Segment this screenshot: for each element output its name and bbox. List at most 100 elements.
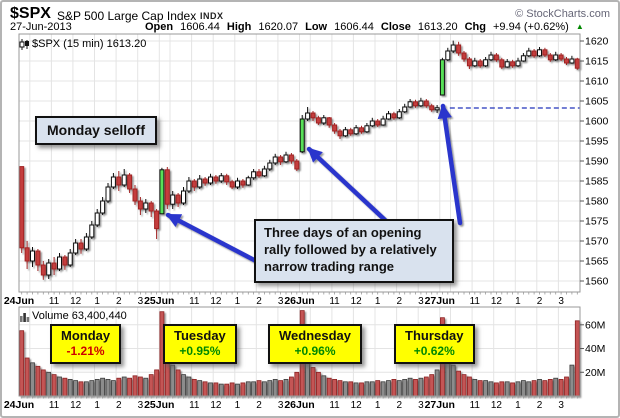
close-value: 1613.20	[417, 21, 458, 33]
volume-bar	[105, 378, 111, 397]
volume-bar	[359, 382, 364, 397]
candle-body	[510, 61, 516, 67]
volume-bar	[30, 362, 35, 397]
candle-body	[40, 264, 46, 276]
price-axis-label: 1600	[585, 116, 609, 128]
volume-bar	[510, 382, 516, 397]
day-name: Thursday	[405, 328, 464, 343]
annotation-arrow	[306, 146, 388, 223]
hour-axis-label: 3	[418, 400, 424, 411]
candle-body	[218, 175, 224, 182]
hour-axis-label: 11	[189, 400, 200, 411]
candle-body	[526, 50, 532, 57]
candle-body	[83, 236, 89, 250]
price-axis-label: 1575	[585, 216, 609, 228]
candle-body	[558, 54, 564, 60]
volume-bar	[547, 378, 553, 397]
volume-bar	[197, 380, 203, 397]
volume-bar	[375, 380, 381, 397]
volume-bar	[78, 381, 84, 397]
candle-body	[332, 124, 338, 132]
symbol-name: S&P 500 Large Cap Index	[57, 9, 197, 23]
candle-body	[348, 129, 354, 135]
hour-axis-label: 1	[94, 400, 100, 411]
annotation-arrow	[165, 212, 259, 264]
day-name: Monday	[61, 328, 111, 343]
volume-bar	[94, 378, 100, 397]
candle-body	[154, 210, 160, 230]
monday-performance-box: Monday -1.21%	[50, 324, 122, 365]
day-change: -1.21%	[66, 344, 105, 359]
hour-axis-label: 1	[375, 296, 381, 307]
price-axis-label: 1590	[585, 156, 609, 168]
candle-body	[472, 60, 478, 67]
candle-body	[456, 44, 462, 54]
volume-bar	[148, 374, 154, 397]
hour-axis-label: 11	[470, 296, 481, 307]
candle-body	[224, 175, 230, 183]
candle-body	[391, 113, 397, 119]
volume-bar	[477, 380, 483, 397]
volume-bar	[272, 378, 278, 397]
price-axis-label: 1565	[585, 256, 609, 268]
volume-bar	[283, 378, 289, 397]
volume-bar	[51, 374, 57, 397]
candle-body	[267, 162, 273, 170]
volume-plot-border	[18, 306, 581, 397]
date-axis-label: 27Jun	[425, 295, 455, 307]
hour-axis-label: 11	[470, 400, 481, 411]
candle-body	[504, 61, 510, 68]
tuesday-performance-box: Tuesday +0.95%	[163, 324, 237, 365]
volume-axis-label: 60M	[585, 319, 605, 331]
hour-axis-label: 3	[138, 400, 144, 411]
volume-bar	[84, 381, 89, 397]
candle-body	[105, 186, 111, 202]
quote-row: Open 1606.44 High 1620.07 Low 1606.44 Cl…	[145, 21, 584, 33]
candle-body	[170, 194, 176, 205]
volume-bar	[181, 374, 186, 397]
hour-axis-label: 2	[537, 296, 543, 307]
date-axis-label: 24Jun	[4, 399, 34, 411]
hour-axis-label: 11	[329, 296, 340, 307]
volume-bar	[57, 376, 62, 397]
candle-body	[294, 160, 300, 170]
candle-body	[386, 113, 391, 120]
candle-body	[24, 247, 30, 262]
volume-bar	[353, 382, 359, 397]
hour-axis-label: 3	[278, 296, 284, 307]
volume-bar	[121, 376, 127, 397]
price-axis-label: 1605	[585, 96, 609, 108]
volume-bar	[483, 380, 489, 397]
volume-bar	[326, 377, 332, 397]
volume-bar	[67, 378, 73, 397]
chg-label: Chg	[464, 21, 486, 33]
candle-body	[175, 194, 181, 204]
candle-body	[520, 55, 526, 62]
candle-body	[423, 100, 429, 107]
hour-axis-label: 11	[49, 296, 60, 307]
hour-axis-label: 2	[397, 400, 403, 411]
volume-axis-label: 40M	[585, 343, 605, 355]
volume-bar	[526, 381, 532, 397]
volume-axis-label: 20M	[585, 367, 605, 379]
volume-bar	[348, 381, 354, 397]
candle-body	[369, 120, 375, 127]
candle-body	[288, 154, 294, 162]
price-axis-label: 1595	[585, 136, 609, 148]
series-label: $SPX (15 min) 1613.20	[32, 38, 147, 50]
volume-label: Volume 63,400,440	[32, 310, 127, 322]
candle-body	[326, 117, 332, 126]
candle-body	[553, 54, 559, 61]
candle-body	[542, 49, 548, 56]
annotation-arrow	[437, 103, 463, 226]
volume-bar	[380, 381, 386, 397]
high-value: 1620.07	[258, 21, 299, 33]
hour-axis-label: 2	[256, 296, 262, 307]
volume-bar	[100, 377, 105, 397]
candle-body	[30, 250, 35, 262]
volume-bar	[240, 382, 246, 397]
hour-axis-label: 3	[418, 296, 424, 307]
stockcharts-credit-link[interactable]: © StockCharts.com	[515, 8, 610, 20]
candle-body	[380, 118, 386, 126]
